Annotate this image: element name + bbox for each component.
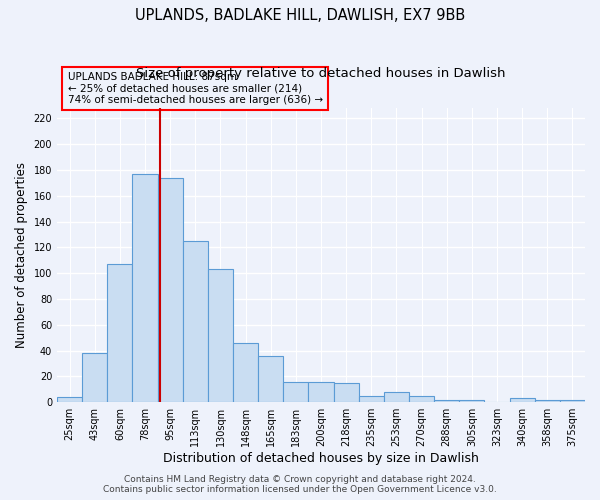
Bar xyxy=(535,400,560,402)
Title: Size of property relative to detached houses in Dawlish: Size of property relative to detached ho… xyxy=(136,68,506,80)
Bar xyxy=(158,178,183,402)
Bar xyxy=(283,382,308,402)
Bar xyxy=(233,343,258,402)
Bar xyxy=(560,400,585,402)
Bar xyxy=(509,398,535,402)
Bar xyxy=(434,400,459,402)
X-axis label: Distribution of detached houses by size in Dawlish: Distribution of detached houses by size … xyxy=(163,452,479,465)
Bar xyxy=(208,270,233,402)
Bar xyxy=(384,392,409,402)
Text: Contains HM Land Registry data © Crown copyright and database right 2024.
Contai: Contains HM Land Registry data © Crown c… xyxy=(103,474,497,494)
Bar xyxy=(409,396,434,402)
Bar xyxy=(334,383,359,402)
Bar xyxy=(459,400,484,402)
Bar xyxy=(308,382,334,402)
Text: UPLANDS, BADLAKE HILL, DAWLISH, EX7 9BB: UPLANDS, BADLAKE HILL, DAWLISH, EX7 9BB xyxy=(135,8,465,22)
Bar xyxy=(133,174,158,402)
Bar xyxy=(359,396,384,402)
Bar xyxy=(82,353,107,402)
Bar xyxy=(107,264,133,402)
Bar xyxy=(183,241,208,402)
Bar xyxy=(57,397,82,402)
Y-axis label: Number of detached properties: Number of detached properties xyxy=(15,162,28,348)
Text: UPLANDS BADLAKE HILL: 87sqm
← 25% of detached houses are smaller (214)
74% of se: UPLANDS BADLAKE HILL: 87sqm ← 25% of det… xyxy=(68,72,323,105)
Bar xyxy=(258,356,283,402)
